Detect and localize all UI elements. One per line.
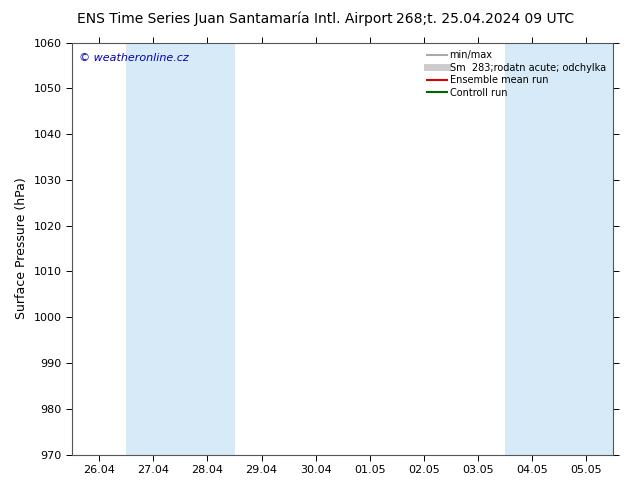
Bar [505, 43, 614, 455]
Legend: min/max, Sm  283;rodatn acute; odchylka, Ensemble mean run, Controll run: min/max, Sm 283;rodatn acute; odchylka, … [424, 48, 609, 100]
Bar [126, 43, 235, 455]
Text: © weatheronline.cz: © weatheronline.cz [79, 53, 188, 63]
Y-axis label: Surface Pressure (hPa): Surface Pressure (hPa) [15, 178, 28, 319]
Text: ENS Time Series Juan Santamaría Intl. Airport: ENS Time Series Juan Santamaría Intl. Ai… [77, 12, 392, 26]
Text: 268;t. 25.04.2024 09 UTC: 268;t. 25.04.2024 09 UTC [396, 12, 574, 26]
